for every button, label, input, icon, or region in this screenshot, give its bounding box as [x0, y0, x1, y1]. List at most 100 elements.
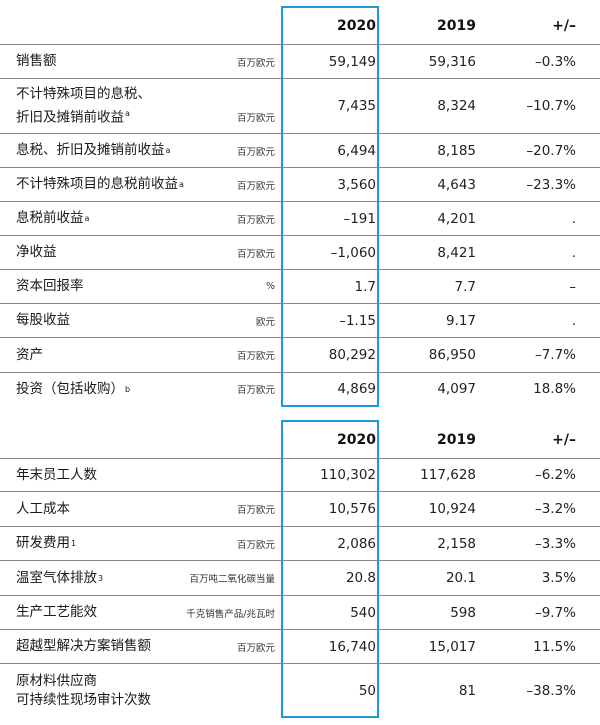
row-unit: 百万欧元 [236, 57, 275, 69]
row-unit [160, 459, 275, 491]
row-label: 人工成本 [16, 500, 70, 517]
value-2019: 117,628 [420, 467, 476, 483]
value-2019: 4,643 [437, 176, 476, 193]
value-2020: –191 [343, 210, 376, 227]
value-2020: –1,060 [330, 244, 376, 261]
value-2019: 15,017 [428, 638, 476, 655]
value-2020: 6,494 [337, 142, 376, 159]
table-row: 净收益 百万欧元 –1,060 8,421 . [0, 235, 600, 269]
value-2019: 86,950 [428, 347, 476, 363]
value-2019: 10,924 [428, 501, 476, 517]
value-change: –3.3% [534, 535, 576, 552]
header-2019: 2019 [437, 432, 476, 448]
header-change: +/– [552, 18, 576, 34]
row-label: 每股收益 [16, 312, 70, 328]
table-row: 人工成本 百万欧元 10,576 10,924 –3.2% [0, 491, 600, 526]
value-2020: 10,576 [328, 501, 376, 517]
value-2020: –1.15 [339, 312, 376, 329]
value-2019: 9.17 [445, 312, 476, 329]
value-change: –3.2% [534, 501, 576, 517]
value-2020: 4,869 [337, 381, 376, 397]
table-row: 资本回报率 % 1.7 7.7 – [0, 269, 600, 303]
row-unit: % [265, 281, 275, 292]
row-unit: 百万欧元 [236, 351, 275, 362]
table-row: 超越型解决方案销售额 百万欧元 16,740 15,017 11.5% [0, 629, 600, 663]
table-row: 生产工艺能效 千克销售产品/兆瓦时 540 598 –9.7% [0, 595, 600, 629]
row-unit: 百万欧元 [236, 180, 275, 192]
table-header: 2020 2019 +/– [0, 422, 600, 458]
footnote-marker: a [179, 180, 184, 189]
value-2019: 20.1 [445, 570, 476, 586]
row-label: 息税、折旧及摊销前收益 [16, 142, 165, 158]
value-change: –20.7% [526, 142, 576, 159]
value-change: 18.8% [533, 381, 576, 397]
row-unit: 欧元 [255, 316, 275, 328]
row-unit: 百万欧元 [236, 146, 275, 158]
table-row: 不计特殊项目的息税、 折旧及摊销前收益a 百万欧元 7,435 8,324 –1… [0, 78, 600, 133]
row-unit: 百万欧元 [236, 642, 275, 654]
value-change: –7.7% [534, 347, 576, 363]
value-2019: 81 [458, 683, 476, 699]
value-2019: 59,316 [428, 53, 476, 70]
row-label: 不计特殊项目的息税前收益 [16, 176, 178, 192]
row-unit: 千克销售产品/兆瓦时 [186, 608, 275, 620]
row-label-line2: 可持续性现场审计次数 [16, 692, 151, 708]
value-2019: 8,324 [437, 98, 476, 114]
value-change: . [571, 244, 576, 261]
row-label-line2: 折旧及摊销前收益 [16, 109, 124, 126]
value-change: –38.3% [526, 683, 576, 699]
row-unit: 百万欧元 [236, 214, 275, 226]
value-2019: 8,185 [437, 142, 476, 159]
row-label: 研发费用 [16, 535, 70, 551]
value-change: –10.7% [526, 98, 576, 114]
value-2020: 7,435 [337, 98, 376, 114]
footnote-marker: 3 [98, 573, 104, 583]
row-label: 净收益 [16, 244, 57, 260]
footnote-marker: 1 [71, 539, 77, 548]
header-change: +/– [552, 432, 576, 448]
table-row: 不计特殊项目的息税前收益 a 百万欧元 3,560 4,643 –23.3% [0, 167, 600, 201]
row-label: 温室气体排放 [16, 569, 97, 586]
value-2020: 50 [358, 683, 376, 699]
row-label: 销售额 [16, 53, 57, 69]
row-label: 超越型解决方案销售额 [16, 638, 151, 654]
footnote-marker: a [165, 146, 171, 155]
value-2020: 16,740 [328, 638, 376, 655]
value-change: 11.5% [533, 638, 576, 655]
value-2020: 20.8 [345, 570, 376, 586]
table-row: 销售额 百万欧元 59,149 59,316 –0.3% [0, 44, 600, 78]
footnote-marker: b [125, 384, 131, 394]
row-label: 生产工艺能效 [16, 604, 97, 620]
table-row: 投资（包括收购） b 百万欧元 4,869 4,097 18.8% [0, 372, 600, 405]
value-2020: 540 [350, 604, 376, 621]
value-2019: 4,201 [437, 210, 476, 227]
highlight-2020-column [281, 420, 379, 718]
row-unit: 百万吨二氧化碳当量 [189, 574, 275, 585]
table-row: 息税、折旧及摊销前收益 a 百万欧元 6,494 8,185 –20.7% [0, 133, 600, 167]
table-row: 每股收益 欧元 –1.15 9.17 . [0, 303, 600, 337]
row-unit: 百万欧元 [236, 113, 275, 124]
table-header: 2020 2019 +/– [0, 8, 600, 44]
table-row: 温室气体排放 3 百万吨二氧化碳当量 20.8 20.1 3.5% [0, 560, 600, 595]
row-label: 投资（包括收购） [16, 380, 124, 397]
value-2020: 80,292 [328, 347, 376, 363]
highlight-2020-column [281, 6, 379, 407]
table-row: 息税前收益 a 百万欧元 –191 4,201 . [0, 201, 600, 235]
header-2019: 2019 [437, 18, 476, 34]
row-unit: 百万欧元 [236, 539, 275, 551]
value-2019: 8,421 [437, 244, 476, 261]
value-2020: 2,086 [337, 535, 376, 552]
value-change: –0.3% [534, 53, 576, 70]
value-2020: 1.7 [354, 278, 376, 295]
table-row: 原材料供应商 可持续性现场审计次数 50 81 –38.3% [0, 663, 600, 718]
row-label: 息税前收益 [16, 210, 84, 226]
row-unit: 百万欧元 [236, 385, 275, 396]
row-unit [160, 664, 275, 718]
value-2019: 2,158 [437, 535, 476, 552]
value-change: –23.3% [526, 176, 576, 193]
row-label: 资产 [16, 346, 43, 363]
row-unit: 百万欧元 [236, 505, 275, 516]
value-change: . [571, 312, 576, 329]
row-label: 年末员工人数 [16, 466, 97, 483]
row-unit: 百万欧元 [236, 248, 275, 260]
